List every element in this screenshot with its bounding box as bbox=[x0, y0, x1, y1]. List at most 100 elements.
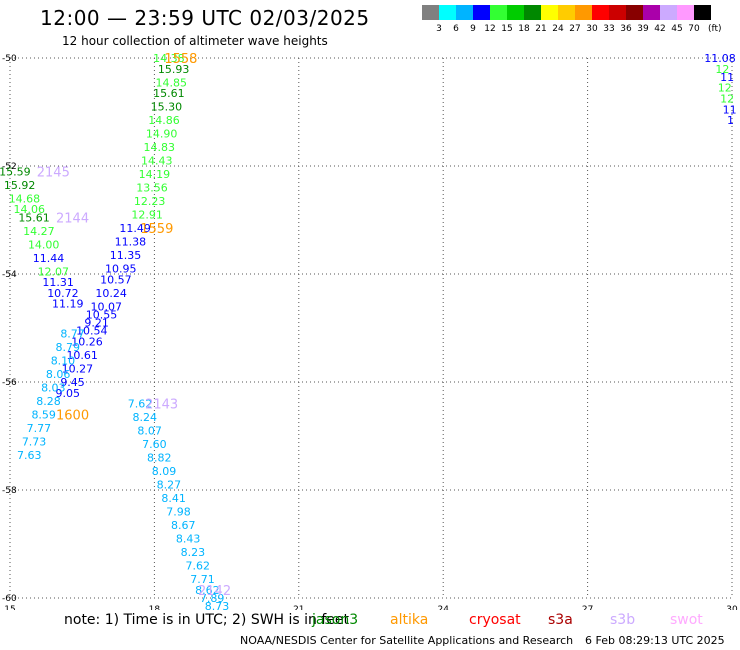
wave-height-value: 8.03 bbox=[41, 381, 66, 394]
wave-height-value: 8.59 bbox=[31, 408, 56, 421]
wave-height-value: 11 bbox=[720, 71, 734, 84]
wave-height-value: 8.27 bbox=[157, 479, 182, 492]
color-scale-label: 27 bbox=[569, 24, 581, 34]
wave-height-value: 7.71 bbox=[190, 573, 215, 586]
wave-height-value: 12.07 bbox=[38, 265, 70, 278]
wave-height-value: 15.93 bbox=[158, 63, 190, 76]
wave-height-value: 14.83 bbox=[143, 141, 175, 154]
wave-height-value: 10.61 bbox=[66, 349, 98, 362]
wave-height-value: 14.68 bbox=[9, 192, 41, 205]
wave-height-value: 8.10 bbox=[51, 354, 76, 367]
color-swatch bbox=[626, 5, 643, 20]
wave-height-value: 10.54 bbox=[76, 325, 108, 338]
wave-height-value: 11.44 bbox=[33, 252, 65, 265]
wave-height-value: 11.38 bbox=[115, 236, 147, 249]
wave-height-value: 7.62 bbox=[185, 560, 210, 573]
color-swatch bbox=[524, 5, 541, 20]
color-scale-label: 70 bbox=[688, 24, 700, 34]
color-swatch bbox=[439, 5, 456, 20]
wave-height-value: 10.24 bbox=[95, 287, 127, 300]
wave-height-value: 12.23 bbox=[134, 195, 166, 208]
wave-height-value: 15.61 bbox=[18, 211, 50, 224]
color-swatch bbox=[575, 5, 592, 20]
wave-height-value: 7.63 bbox=[17, 449, 42, 462]
pass-time-label: 1600 bbox=[56, 408, 89, 423]
x-tick-label: 27 bbox=[582, 605, 593, 610]
wave-height-value: 7.73 bbox=[22, 435, 47, 448]
wave-height-value: 8.43 bbox=[176, 533, 201, 546]
y-tick-label: -60 bbox=[2, 594, 17, 604]
color-scale-label: 6 bbox=[453, 24, 459, 34]
wave-height-value: 8.82 bbox=[147, 452, 172, 465]
color-swatch bbox=[677, 5, 694, 20]
wave-height-value: 14.43 bbox=[141, 155, 173, 168]
pass-time-label: 2142 bbox=[198, 584, 231, 599]
color-scale-label: 9 bbox=[470, 24, 476, 34]
color-swatch bbox=[456, 5, 473, 20]
wave-height-value: 15.61 bbox=[153, 87, 185, 100]
wave-height-value: 8.06 bbox=[46, 368, 71, 381]
y-tick-label: -58 bbox=[2, 486, 17, 496]
wave-height-value: 8.67 bbox=[171, 519, 196, 532]
satellite-legend-item: swot bbox=[670, 612, 703, 628]
satellite-legend-item: altika bbox=[390, 612, 429, 628]
wave-height-value: 14.19 bbox=[139, 168, 171, 181]
color-swatch bbox=[473, 5, 490, 20]
y-tick-label: -52 bbox=[2, 162, 17, 172]
wave-height-value: 7.60 bbox=[142, 438, 167, 451]
color-scale-label: 36 bbox=[620, 24, 632, 34]
wave-height-value: 10.95 bbox=[105, 263, 137, 276]
y-tick-label: -50 bbox=[2, 54, 17, 64]
wave-height-value: 7.98 bbox=[166, 506, 191, 519]
wave-height-value: 9.21 bbox=[84, 317, 109, 330]
wave-height-value: 12.91 bbox=[131, 209, 163, 222]
y-tick-label: -56 bbox=[2, 378, 17, 388]
wave-height-value: 10.26 bbox=[71, 336, 103, 349]
color-scale-label: 39 bbox=[637, 24, 649, 34]
x-tick-label: 24 bbox=[437, 605, 449, 610]
color-scale-label: 18 bbox=[518, 24, 530, 34]
color-swatch bbox=[609, 5, 626, 20]
color-scale-label: 30 bbox=[586, 24, 598, 34]
pass-time-label: 2145 bbox=[37, 165, 70, 180]
wave-height-value: 15.30 bbox=[151, 101, 183, 114]
wave-height-value: 8.73 bbox=[205, 600, 230, 610]
wave-height-value: 14.86 bbox=[148, 114, 180, 127]
satellite-legend-item: s3b bbox=[610, 612, 636, 628]
wave-height-value: 11.49 bbox=[119, 222, 151, 235]
wave-height-value: 10.27 bbox=[62, 363, 94, 376]
wave-height-value: 15.59 bbox=[0, 165, 31, 178]
wave-height-value: 12 bbox=[718, 82, 732, 95]
color-scale-label: 45 bbox=[671, 24, 683, 34]
generated-timestamp: 6 Feb 08:29:13 UTC 2025 bbox=[585, 634, 725, 647]
wave-height-value: 9.05 bbox=[56, 387, 81, 400]
wave-height-value: 14.27 bbox=[23, 225, 55, 238]
color-swatch bbox=[660, 5, 677, 20]
wave-height-value: 14.90 bbox=[146, 128, 178, 141]
wave-height-value: 12 bbox=[720, 93, 734, 106]
wave-height-value: 10.72 bbox=[47, 287, 79, 300]
x-tick-label: 21 bbox=[293, 605, 304, 610]
x-tick-label: 15 bbox=[4, 605, 15, 610]
wave-height-value: 11.08 bbox=[704, 52, 736, 65]
footer-note: note: 1) Time is in UTC; 2) SWH is in fe… bbox=[64, 612, 350, 628]
page-title: 12:00 — 23:59 UTC 02/03/2025 bbox=[40, 6, 370, 30]
wave-height-value: 8.23 bbox=[181, 546, 206, 559]
wave-height-value: 8.24 bbox=[133, 411, 158, 424]
wave-height-value: 7.77 bbox=[27, 422, 52, 435]
wave-height-value: 11 bbox=[723, 103, 737, 116]
pass-time-label: 1558 bbox=[164, 52, 197, 67]
color-scale-label: 42 bbox=[654, 24, 666, 34]
wave-height-value: 14.00 bbox=[28, 238, 60, 251]
credit-line: NOAA/NESDIS Center for Satellite Applica… bbox=[240, 634, 574, 647]
color-swatch bbox=[643, 5, 660, 20]
color-swatch bbox=[694, 5, 711, 20]
wave-height-value: 8.09 bbox=[152, 465, 177, 478]
wave-height-value: 14.85 bbox=[155, 76, 187, 89]
satellite-legend-item: jason3 bbox=[312, 612, 359, 628]
page-subtitle: 12 hour collection of altimeter wave hei… bbox=[62, 34, 328, 48]
color-swatch bbox=[592, 5, 609, 20]
color-scale-label: 21 bbox=[535, 24, 547, 34]
pass-time-label: 2143 bbox=[145, 398, 178, 413]
